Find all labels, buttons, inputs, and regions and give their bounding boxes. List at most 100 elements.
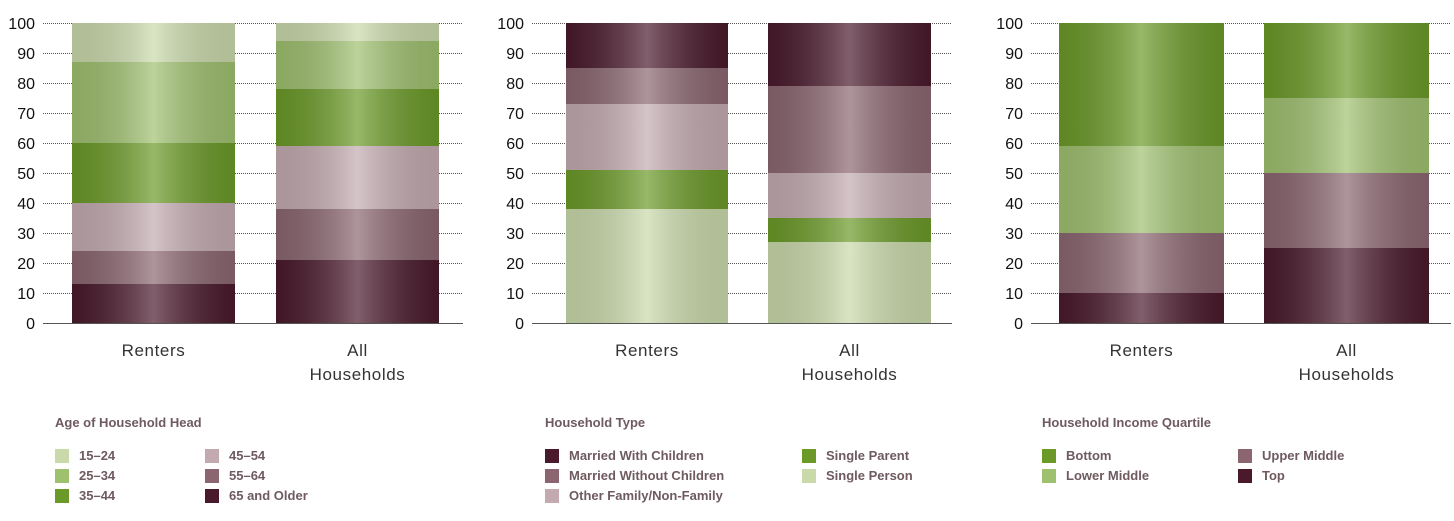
x-category-label: All Households (802, 341, 898, 384)
legend-item: 25–34 (55, 467, 205, 484)
bar-shading (566, 23, 728, 68)
y-tick-label: 20 (1005, 256, 1023, 273)
age-legend: Age of Household Head 15–24 25–34 35–44 45–… (55, 415, 355, 504)
legend-swatch (1042, 448, 1056, 463)
bar-shading (1059, 293, 1224, 323)
legend-label: Lower Middle (1066, 468, 1150, 483)
legend-label: 45–54 (229, 448, 266, 463)
bar-shading (1264, 23, 1429, 98)
y-tick-label: 80 (17, 76, 35, 93)
age-chart-panel: 0 10 20 30 40 50 60 70 80 90 100 Renters All Househol… (8, 16, 463, 384)
bar-shading (566, 170, 728, 209)
bar-shading (276, 89, 439, 146)
legend-grid: Married With Children Married Without Chi… (545, 447, 982, 504)
bar-shading (72, 284, 235, 323)
legend-label: 15–24 (79, 448, 116, 463)
legend-label: Upper Middle (1262, 448, 1345, 463)
legend-swatch (802, 448, 816, 463)
y-tick-label: 40 (17, 196, 35, 213)
legend-item: Bottom (1042, 447, 1238, 464)
y-tick-label: 30 (1005, 226, 1023, 243)
bar-shading (1264, 173, 1429, 248)
bar-shading (276, 41, 439, 89)
income-quartile-legend: Household Income Quartile Bottom Lower Mi… (1042, 415, 1418, 484)
y-tick-label: 100 (8, 16, 35, 33)
y-tick-label: 20 (506, 256, 524, 273)
bar-shading (1059, 23, 1224, 146)
legend-swatch (1238, 468, 1252, 483)
bar-shading (276, 209, 439, 260)
y-tick-label: 20 (17, 256, 35, 273)
y-tick-label: 0 (26, 316, 35, 333)
legend-item: 55–64 (205, 467, 355, 484)
legend-item: Top (1238, 467, 1418, 484)
y-tick-label: 90 (506, 46, 524, 63)
y-tick-label: 100 (497, 16, 524, 33)
legend-swatch (205, 448, 219, 463)
household-type-chart-panel: 0 10 20 30 40 50 60 70 80 90 100 Renters All Househol… (497, 16, 952, 384)
bar-shading (72, 251, 235, 284)
y-tick-label: 10 (506, 286, 524, 303)
legend-item: Single Person (802, 467, 982, 484)
legend-label: 25–34 (79, 468, 116, 483)
legend-grid: 15–24 25–34 35–44 45–54 55–64 65 and Older (55, 447, 355, 504)
bar-shading (72, 62, 235, 143)
bar-shading (276, 23, 439, 41)
bar-shading (72, 143, 235, 203)
legend-label: Bottom (1066, 448, 1112, 463)
legend-swatch (545, 488, 559, 503)
legend-item: 65 and Older (205, 487, 355, 504)
y-tick-label: 40 (1005, 196, 1023, 213)
y-tick-label: 90 (1005, 46, 1023, 63)
y-tick-label: 10 (1005, 286, 1023, 303)
bar-shading (768, 86, 931, 173)
legend-swatch (205, 468, 219, 483)
y-tick-label: 30 (506, 226, 524, 243)
bar-shading (768, 23, 931, 86)
y-tick-label: 70 (506, 106, 524, 123)
bar-shading (566, 68, 728, 104)
legend-item: Other Family/Non-Family (545, 487, 802, 504)
bar-shading (768, 218, 931, 242)
legend-label: Single Person (826, 468, 913, 483)
legend-label: Single Parent (826, 448, 910, 463)
legend-item: Upper Middle (1238, 447, 1418, 464)
legend-grid: Bottom Lower Middle Upper Middle Top (1042, 447, 1418, 484)
legend-label: Top (1262, 468, 1285, 483)
x-category-label: All Households (310, 341, 406, 384)
bar-shading (276, 260, 439, 323)
legend-label: 55–64 (229, 468, 266, 483)
legend-item: Lower Middle (1042, 467, 1238, 484)
bar-shading (276, 146, 439, 209)
bar-shading (1264, 98, 1429, 173)
x-category-label: Renters (122, 341, 186, 360)
y-tick-label: 0 (1014, 316, 1023, 333)
legend-item: 15–24 (55, 447, 205, 464)
legend-swatch (55, 448, 69, 463)
y-tick-label: 50 (1005, 166, 1023, 183)
bar-shading (1059, 233, 1224, 293)
legend-item: Married Without Children (545, 467, 802, 484)
bar-shading (72, 203, 235, 251)
y-tick-label: 100 (996, 16, 1023, 33)
household-type-legend: Household Type Married With Children Marr… (545, 415, 982, 504)
legend-label: Married Without Children (569, 468, 725, 483)
legend-label: 35–44 (79, 488, 116, 503)
legend-title: Household Type (545, 415, 646, 430)
bar-shading (566, 209, 728, 323)
legend-title: Household Income Quartile (1042, 415, 1212, 430)
y-tick-label: 30 (17, 226, 35, 243)
y-tick-label: 0 (515, 316, 524, 333)
legend-swatch (55, 488, 69, 503)
legend-item: Single Parent (802, 447, 982, 464)
legend-label: Married With Children (569, 448, 704, 463)
bar-shading (72, 23, 235, 62)
legend-swatch (1238, 448, 1252, 463)
bar-shading (1264, 248, 1429, 323)
legend-item: 45–54 (205, 447, 355, 464)
legend-swatch (1042, 468, 1056, 483)
x-category-label: All Households (1299, 341, 1395, 384)
y-tick-label: 10 (17, 286, 35, 303)
legend-item: 35–44 (55, 487, 205, 504)
